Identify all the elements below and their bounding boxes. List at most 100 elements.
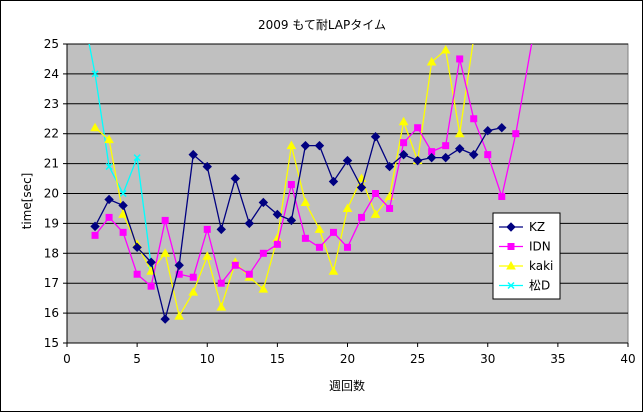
data-point xyxy=(328,266,339,275)
y-tick-label: 16 xyxy=(44,306,59,320)
data-point xyxy=(370,131,381,142)
x-tick-label: 30 xyxy=(480,352,495,366)
data-point xyxy=(442,142,450,150)
legend-item-松D: 松D xyxy=(499,279,550,293)
data-point xyxy=(273,240,281,248)
data-point xyxy=(217,279,225,287)
data-point xyxy=(400,139,408,147)
data-point xyxy=(358,213,366,221)
legend-label: KZ xyxy=(529,220,545,234)
data-point xyxy=(161,216,169,224)
y-tick-label: 22 xyxy=(44,127,59,141)
data-point xyxy=(189,273,197,281)
data-point xyxy=(119,189,127,198)
y-axis-title: time[sec] xyxy=(20,173,34,230)
x-tick-label: 0 xyxy=(63,352,71,366)
data-point xyxy=(230,173,241,184)
gridlines xyxy=(67,43,628,314)
x-tick-label: 15 xyxy=(270,352,285,366)
data-point xyxy=(497,123,507,133)
marker-stroke xyxy=(91,70,99,78)
data-point xyxy=(440,44,451,54)
data-point xyxy=(370,209,381,218)
data-point xyxy=(105,213,113,221)
series-layer xyxy=(88,44,533,324)
data-point xyxy=(160,314,170,324)
data-point xyxy=(440,152,451,163)
x-tick-label: 5 xyxy=(133,352,141,366)
data-point xyxy=(259,249,267,257)
data-point xyxy=(104,194,114,205)
data-point xyxy=(202,251,213,260)
data-point xyxy=(231,261,239,269)
legend-swatch-marker xyxy=(506,222,516,232)
x-axis-title: 週回数 xyxy=(329,378,365,393)
data-point xyxy=(245,270,253,278)
series-kaki xyxy=(90,44,474,320)
data-point xyxy=(315,243,323,251)
data-point xyxy=(398,149,409,160)
data-point xyxy=(286,215,297,226)
data-point xyxy=(132,242,142,253)
data-point xyxy=(133,270,141,278)
data-point xyxy=(147,282,155,290)
series-line xyxy=(94,44,533,288)
series-KZ xyxy=(90,123,507,324)
data-point xyxy=(174,311,185,320)
y-tick-label: 19 xyxy=(44,216,59,230)
y-tick-label: 21 xyxy=(44,157,59,171)
data-point xyxy=(160,248,171,257)
x-tick-label: 20 xyxy=(340,352,355,366)
marker-stroke xyxy=(507,281,515,290)
data-point xyxy=(470,115,478,123)
data-point xyxy=(174,260,184,270)
data-point xyxy=(414,124,422,132)
legend: KZ IDN kaki 松D xyxy=(492,212,561,300)
data-point xyxy=(133,154,141,162)
data-point xyxy=(301,234,309,242)
y-tick-label: 18 xyxy=(44,246,59,260)
data-point xyxy=(342,203,353,212)
data-point xyxy=(484,151,492,159)
x-tick-label: 40 xyxy=(620,352,635,366)
data-point xyxy=(356,182,367,193)
data-point xyxy=(91,231,99,239)
data-point xyxy=(118,209,128,218)
data-point xyxy=(287,181,295,189)
data-point xyxy=(90,221,100,232)
data-point xyxy=(314,140,325,151)
data-point xyxy=(342,155,353,166)
data-point xyxy=(119,228,127,236)
data-point xyxy=(146,257,156,267)
data-point xyxy=(104,134,114,144)
y-tick-label: 23 xyxy=(44,97,59,111)
data-point xyxy=(202,161,212,172)
data-point xyxy=(426,152,437,163)
data-point xyxy=(483,126,493,136)
x-tick-label: 25 xyxy=(410,352,425,366)
data-point xyxy=(426,56,437,66)
data-point xyxy=(258,197,269,208)
data-point xyxy=(498,192,506,200)
data-point xyxy=(300,140,311,151)
data-point xyxy=(91,70,99,78)
data-point xyxy=(314,224,325,233)
legend-label: IDN xyxy=(529,240,551,254)
marker-stroke xyxy=(119,189,127,198)
data-point xyxy=(386,204,394,212)
legend-swatch-marker xyxy=(506,260,516,270)
series-IDN xyxy=(91,44,533,290)
data-point xyxy=(384,161,395,172)
data-point xyxy=(469,149,479,160)
data-point xyxy=(118,200,128,211)
legend-item-kaki: kaki xyxy=(499,259,553,273)
legend-item-IDN: IDN xyxy=(499,240,551,254)
legend-item-KZ: KZ xyxy=(499,220,545,234)
data-point xyxy=(512,130,520,138)
data-point xyxy=(329,228,337,236)
marker-stroke xyxy=(105,163,113,171)
data-point xyxy=(456,55,464,63)
data-point xyxy=(188,287,199,296)
data-point xyxy=(203,225,211,233)
